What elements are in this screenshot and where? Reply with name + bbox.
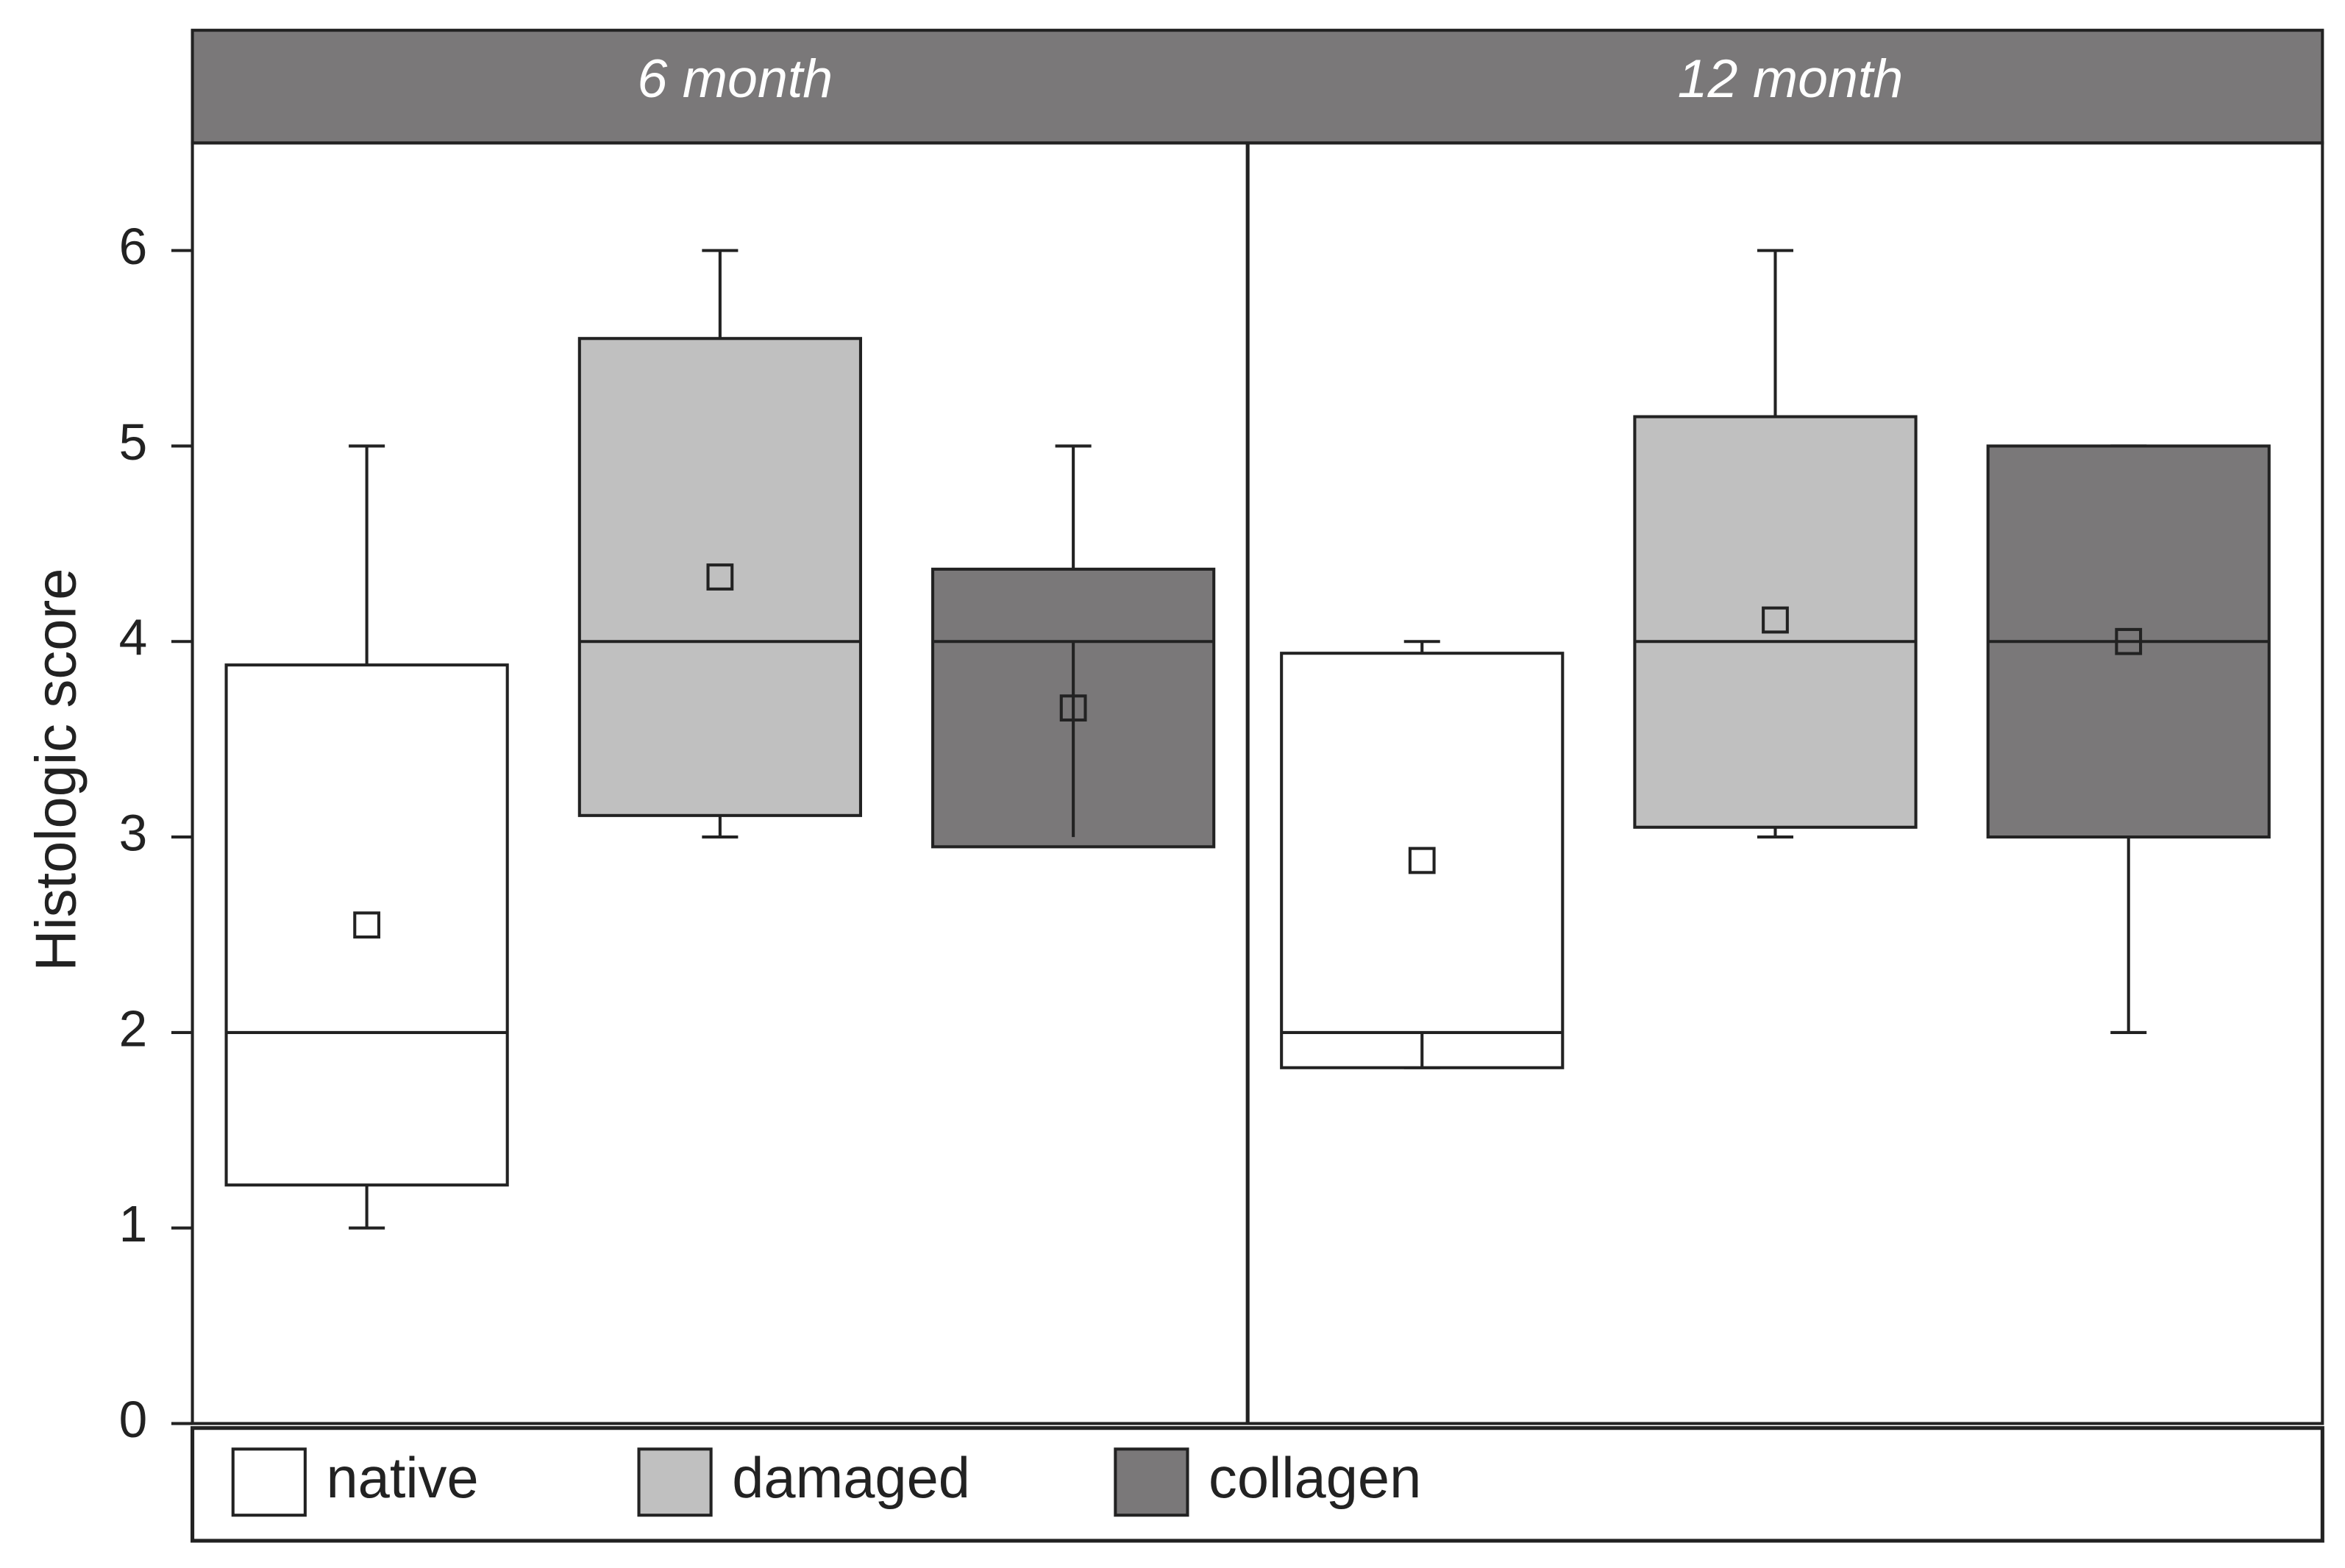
box xyxy=(1280,652,1565,1069)
panel-title: 12 month xyxy=(1678,48,1904,109)
y-axis-title: Histologic score xyxy=(24,569,88,972)
box xyxy=(1633,415,1918,829)
plot-frame xyxy=(191,141,2324,1425)
legend-label: collagen xyxy=(1209,1447,1421,1510)
y-tick-label: 2 xyxy=(119,999,148,1057)
y-tick-label: 4 xyxy=(119,609,148,666)
y-tick-label: 3 xyxy=(119,804,148,861)
mean-marker xyxy=(1059,694,1087,722)
y-tick-label: 6 xyxy=(119,218,148,275)
mean-marker xyxy=(1762,606,1789,634)
mean-marker xyxy=(353,911,381,939)
legend-frame xyxy=(191,1426,2324,1543)
panel-title: 6 month xyxy=(637,48,833,109)
legend-swatch xyxy=(1114,1447,1189,1517)
box xyxy=(224,663,509,1187)
panel-header xyxy=(191,29,2324,145)
legend-label: damaged xyxy=(732,1447,970,1510)
legend-swatch xyxy=(231,1447,307,1517)
y-tick-label: 0 xyxy=(119,1391,148,1448)
legend-swatch xyxy=(637,1447,713,1517)
legend-label: native xyxy=(326,1447,478,1510)
y-tick-label: 1 xyxy=(119,1195,148,1252)
mean-marker xyxy=(706,563,734,591)
mean-marker xyxy=(2115,627,2143,655)
mean-marker xyxy=(1408,847,1436,874)
y-tick-label: 5 xyxy=(119,413,148,471)
box xyxy=(577,337,862,817)
